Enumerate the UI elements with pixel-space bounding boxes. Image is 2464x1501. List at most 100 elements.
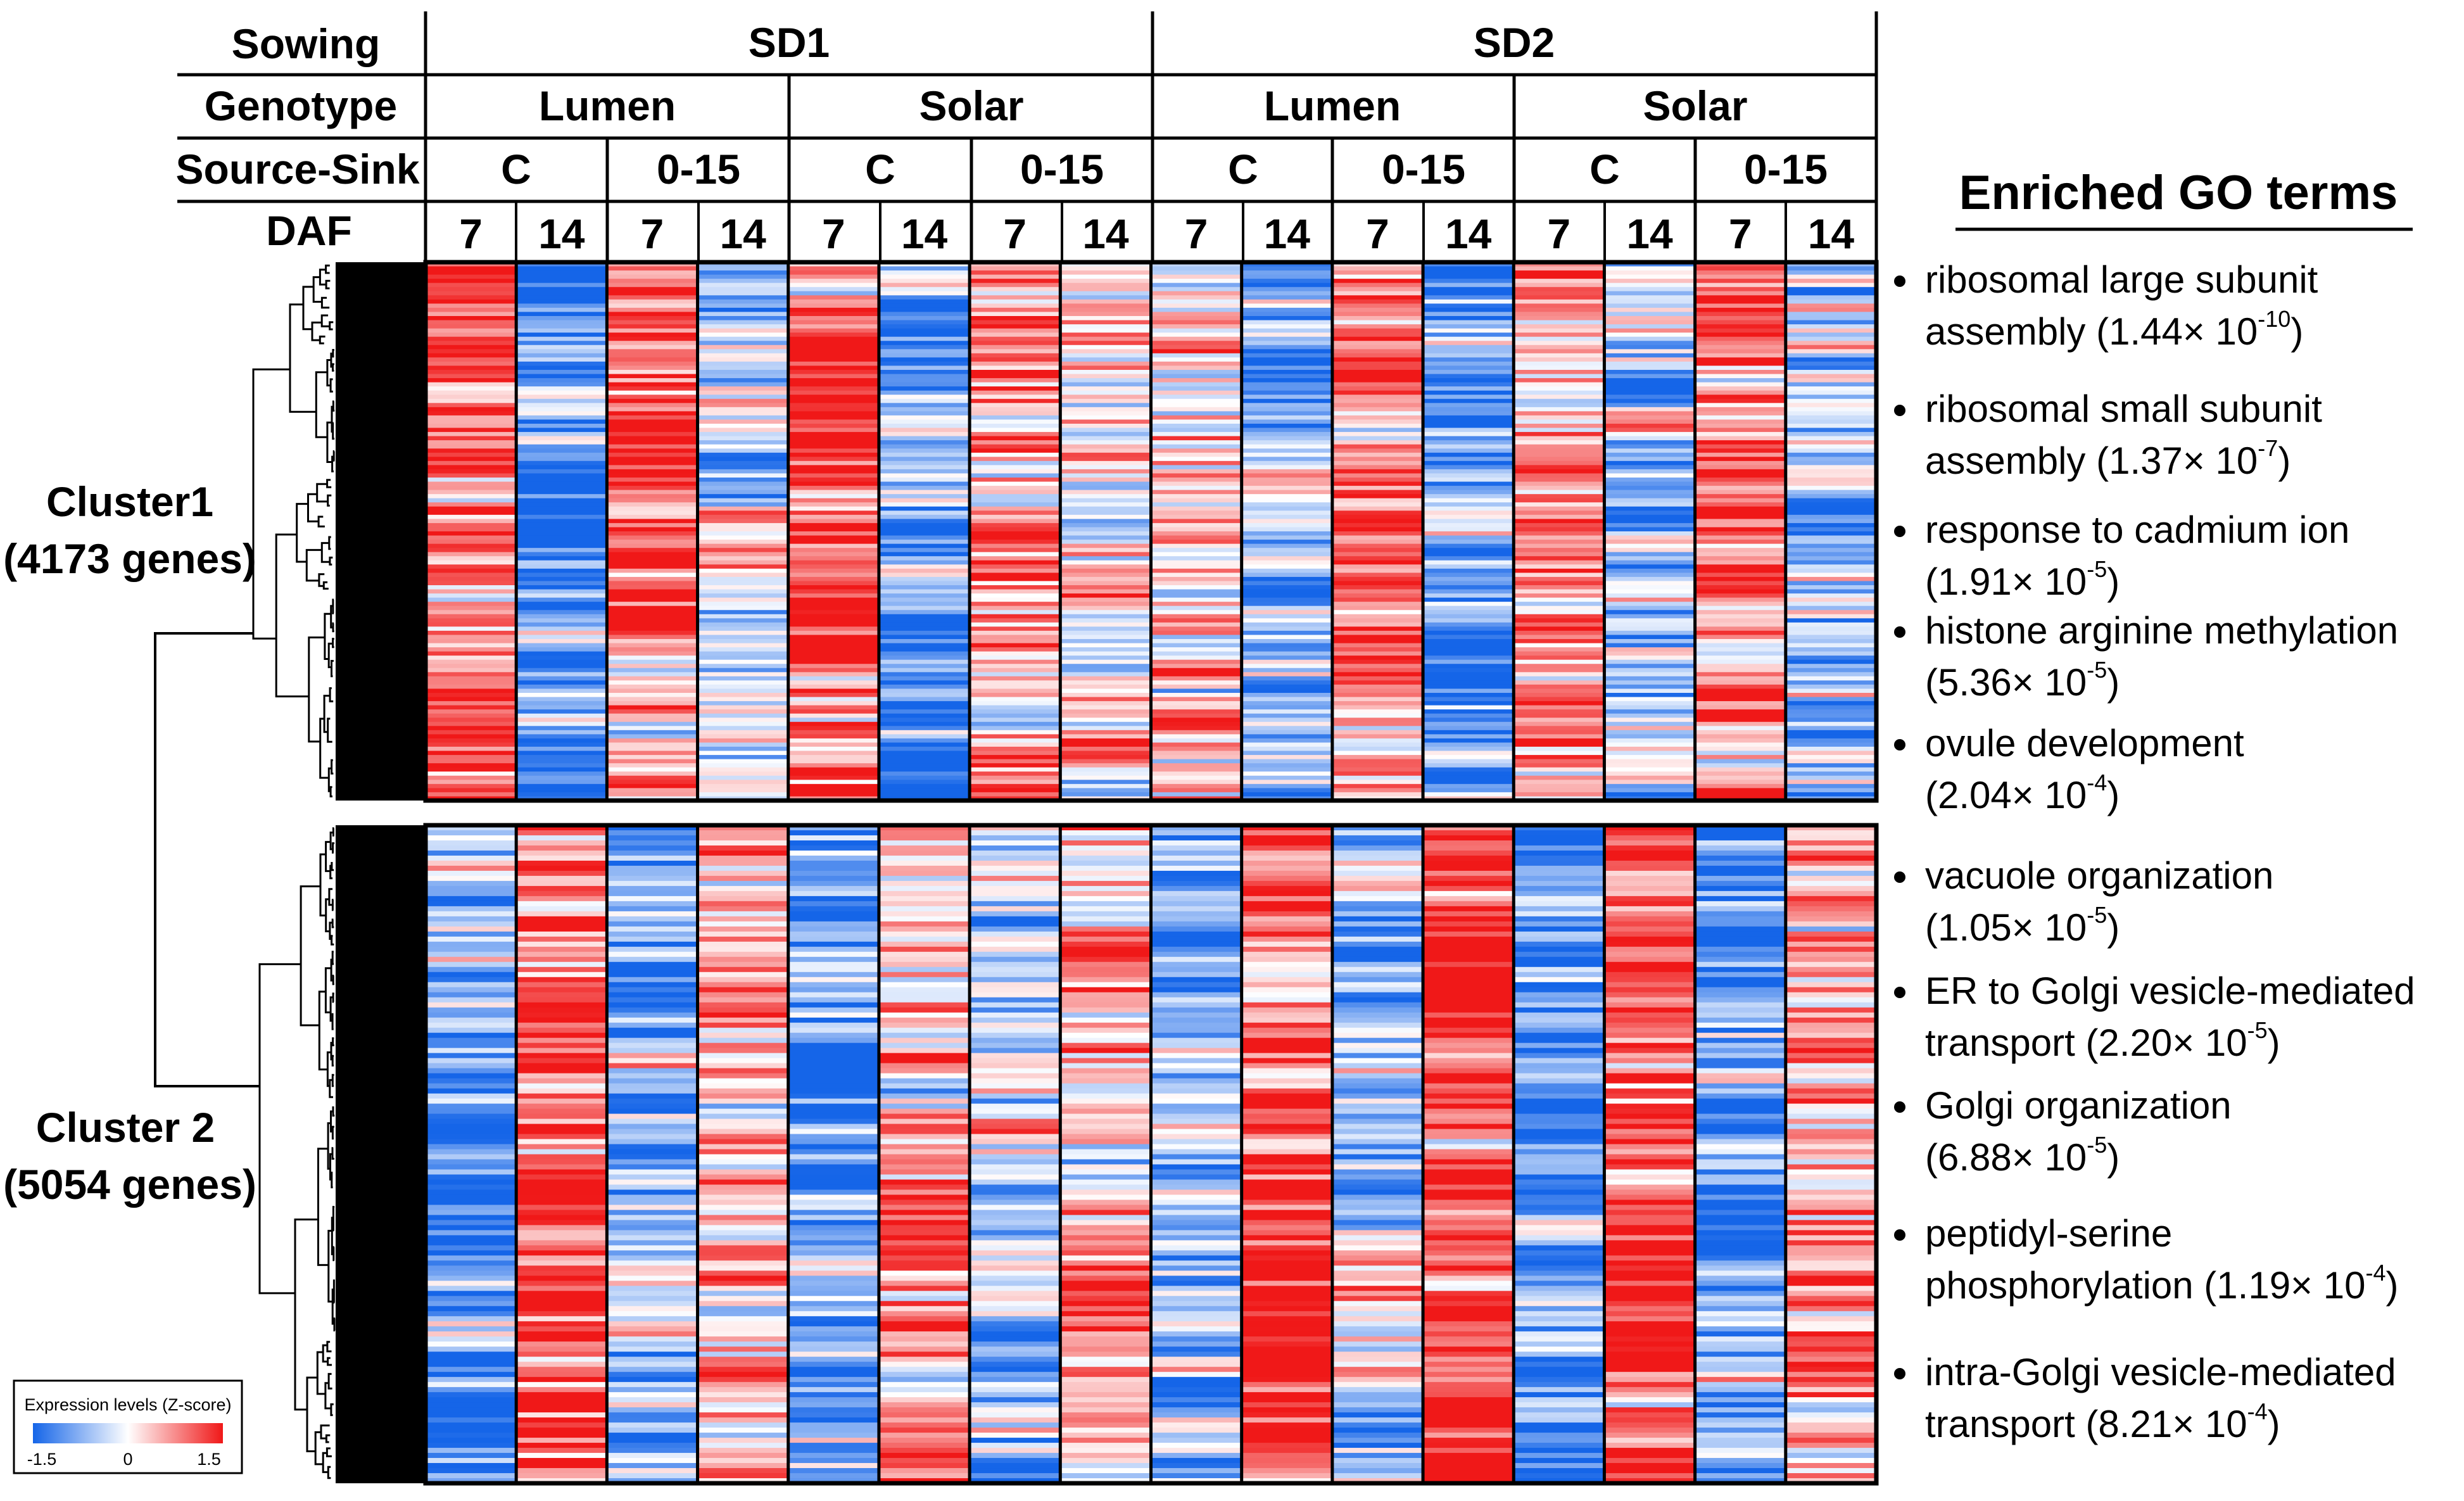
go-terms-panel: Enriched GO terms ribosomal large subuni… <box>1894 166 2415 1445</box>
cluster1-column-6 <box>878 262 970 801</box>
daf-label-7: 7 <box>1003 210 1027 257</box>
go-term-pvalue: assembly (1.44× 10-10) <box>1925 306 2303 353</box>
cluster1-column-4 <box>697 262 789 801</box>
bullet-icon <box>1894 526 1905 537</box>
legend-mid-label: 0 <box>123 1450 132 1469</box>
go-term-name: histone arginine methylation <box>1925 609 2398 652</box>
cluster1-column-12 <box>1423 262 1514 801</box>
bullet-icon <box>1894 626 1905 638</box>
cluster2-column-14 <box>1604 825 1696 1484</box>
go-term-name: Golgi organization <box>1925 1084 2232 1127</box>
daf-label-9: 7 <box>1185 210 1208 257</box>
go-term-cluster2-2: ER to Golgi vesicle-mediated transport (2… <box>1894 970 2415 1064</box>
cluster1-column-15 <box>1695 262 1786 801</box>
cluster1-column-separators <box>514 262 1788 801</box>
genotype-sd1-solar: Solar <box>919 82 1023 129</box>
cluster2-heatmap-border <box>423 823 1879 1486</box>
cluster2-column-11 <box>1332 825 1424 1484</box>
row-label-daf: DAF <box>266 207 352 254</box>
daf-label-11: 7 <box>1366 210 1389 257</box>
genotype-sd2-lumen: Lumen <box>1264 82 1401 129</box>
source-sink-1: C <box>501 146 531 193</box>
cluster-labels: Cluster1 (4173 genes) Cluster 2 (5054 ge… <box>3 478 256 1208</box>
go-term-cluster1-3: response to cadmium ion (1.91× 10-5) <box>1894 509 2349 603</box>
cluster2-column-15 <box>1695 825 1786 1484</box>
go-term-cluster2-3: Golgi organization (6.88× 10-5) <box>1894 1084 2232 1179</box>
header-daf: 7 14 7 14 7 14 7 14 7 14 7 14 7 14 7 14 <box>459 210 1854 257</box>
daf-label-3: 7 <box>641 210 664 257</box>
cluster2-column-3 <box>607 825 698 1484</box>
legend-min-label: -1.5 <box>27 1450 57 1469</box>
cluster2-gene-count: (5054 genes) <box>3 1161 256 1208</box>
go-terms-list: ribosomal large subunit assembly (1.44× 1… <box>1894 258 2415 1445</box>
sowing-sd1: SD1 <box>749 19 830 66</box>
cluster2-column-8 <box>1060 825 1152 1484</box>
cluster2-column-5 <box>788 825 880 1484</box>
legend-gradient-bar <box>33 1423 223 1443</box>
source-sink-2: 0-15 <box>657 146 740 193</box>
top-dendrogram-link <box>154 632 260 1087</box>
daf-label-12: 14 <box>1445 210 1492 257</box>
source-sink-5: C <box>1228 146 1258 193</box>
daf-label-15: 7 <box>1729 210 1752 257</box>
genotype-sd1-lumen: Lumen <box>539 82 676 129</box>
go-term-pvalue: phosphorylation (1.19× 10-4) <box>1925 1260 2399 1307</box>
go-term-name: intra-Golgi vesicle-mediated <box>1925 1351 2396 1393</box>
cluster2-column-16 <box>1785 825 1877 1484</box>
cluster1-heatmap-border <box>423 260 1879 803</box>
cluster1-column-3 <box>607 262 698 801</box>
go-term-pvalue: (1.05× 10-5) <box>1925 902 2120 949</box>
daf-label-13: 7 <box>1547 210 1570 257</box>
cluster2-column-2 <box>516 825 607 1484</box>
cluster1-gene-count: (4173 genes) <box>3 535 256 582</box>
cluster1-dendrogram <box>252 264 335 797</box>
go-term-name: ER to Golgi vesicle-mediated <box>1925 970 2415 1012</box>
daf-label-10: 14 <box>1264 210 1311 257</box>
header-source-sink: C 0-15 C 0-15 C 0-15 C 0-15 <box>501 146 1828 193</box>
bullet-icon <box>1894 739 1905 750</box>
cluster2-dendrogram <box>258 827 336 1479</box>
cluster2-dendrogram-leaves <box>336 825 424 1483</box>
go-term-name: vacuole organization <box>1925 854 2273 897</box>
go-term-cluster1-1: ribosomal large subunit assembly (1.44× 1… <box>1894 258 2318 353</box>
row-label-sowing: Sowing <box>232 20 381 67</box>
bullet-icon <box>1894 871 1905 883</box>
daf-label-14: 14 <box>1626 210 1673 257</box>
legend-max-label: 1.5 <box>197 1450 221 1469</box>
daf-label-6: 14 <box>901 210 948 257</box>
daf-label-1: 7 <box>459 210 483 257</box>
go-term-cluster1-4: histone arginine methylation (5.36× 10-5) <box>1894 609 2398 704</box>
go-term-pvalue: transport (2.20× 10-5) <box>1925 1017 2280 1064</box>
cluster1-column-13 <box>1513 262 1605 801</box>
go-term-name: peptidyl-serine <box>1925 1212 2172 1255</box>
sowing-sd2: SD2 <box>1474 19 1555 66</box>
go-term-name: ribosomal large subunit <box>1925 258 2318 301</box>
cluster2-label: Cluster 2 <box>36 1104 215 1151</box>
cluster1-column-8 <box>1060 262 1152 801</box>
header-row-labels: Sowing Genotype Source-Sink DAF <box>175 20 419 254</box>
legend-title: Expression levels (Z-score) <box>24 1395 231 1414</box>
go-term-pvalue: (2.04× 10-4) <box>1925 770 2120 816</box>
go-term-cluster2-1: vacuole organization (1.05× 10-5) <box>1894 854 2273 949</box>
go-term-pvalue: (5.36× 10-5) <box>1925 657 2120 704</box>
header-daf-dividers <box>515 201 1787 261</box>
go-term-name: ribosomal small subunit <box>1925 388 2322 430</box>
cluster2-column-9 <box>1151 825 1242 1484</box>
cluster1-column-1 <box>426 262 517 801</box>
header-sowing: SD1 SD2 <box>749 19 1555 66</box>
cluster2-column-12 <box>1423 825 1514 1484</box>
genotype-sd2-solar: Solar <box>1643 82 1747 129</box>
cluster2-column-4 <box>697 825 789 1484</box>
cluster2-heatmap <box>426 825 1877 1484</box>
cluster1-column-7 <box>970 262 1061 801</box>
cluster1-column-11 <box>1332 262 1424 801</box>
go-term-cluster1-2: ribosomal small subunit assembly (1.37× 1… <box>1894 388 2322 482</box>
go-term-name: ovule development <box>1925 722 2244 764</box>
bullet-icon <box>1894 1368 1905 1379</box>
daf-label-16: 14 <box>1808 210 1855 257</box>
source-sink-4: 0-15 <box>1020 146 1104 193</box>
cluster1-heatmap <box>426 262 1877 801</box>
go-term-pvalue: assembly (1.37× 10-7) <box>1925 435 2290 482</box>
